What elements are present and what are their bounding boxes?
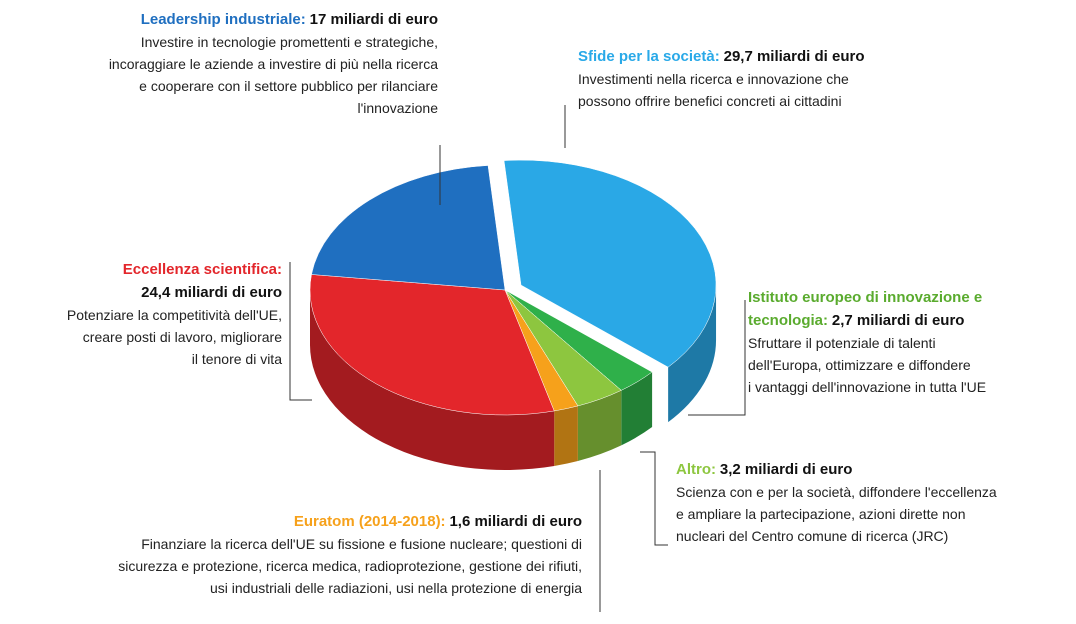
category-name: Altro: bbox=[676, 461, 716, 478]
value-label: 29,7 miliardi di euro bbox=[723, 48, 865, 65]
label-heading: Eccellenza scientifica: 24,4 miliardi di … bbox=[0, 258, 282, 304]
description-line: dell'Europa, ottimizzare e diffondere bbox=[748, 357, 971, 373]
label-heading: Sfide per la società: 29,7 miliardi di e… bbox=[578, 45, 998, 68]
category-name: Eccellenza scientifica: bbox=[122, 261, 282, 278]
slice-label: Altro: 3,2 miliardi di euro Scienza con e… bbox=[676, 458, 1076, 547]
slice-side bbox=[310, 290, 555, 470]
slice-label: Euratom (2014-2018): 1,6 miliardi di eur… bbox=[10, 510, 582, 599]
description-line: creare posti di lavoro, migliorare bbox=[82, 329, 282, 345]
slice-side bbox=[577, 390, 622, 461]
leader-lines bbox=[289, 105, 746, 612]
description-line: Investimenti nella ricerca e innovazione… bbox=[578, 71, 849, 87]
label-heading: Altro: 3,2 miliardi di euro bbox=[676, 458, 1076, 481]
category-name: Sfide per la società: bbox=[578, 48, 720, 65]
slice bbox=[309, 274, 555, 416]
value-label: 24,4 miliardi di euro bbox=[141, 284, 282, 301]
description-line: incoraggiare le aziende a investire di p… bbox=[108, 56, 438, 72]
value-label: 2,7 miliardi di euro bbox=[831, 312, 965, 329]
leader-line bbox=[688, 300, 746, 416]
description-line: l'innovazione bbox=[357, 100, 438, 116]
description-line: nucleari del Centro comune di ricerca (J… bbox=[676, 528, 949, 544]
description-line: possono offrire benefici concreti ai cit… bbox=[578, 93, 842, 109]
leader-line bbox=[640, 451, 668, 546]
value-label: 1,6 miliardi di euro bbox=[449, 513, 582, 530]
slice-side bbox=[554, 405, 578, 466]
label-heading: Leadership industriale: 17 miliardi di e… bbox=[0, 8, 438, 31]
slice-side bbox=[668, 285, 717, 423]
slice-label: Leadership industriale: 17 miliardi di e… bbox=[0, 8, 438, 119]
description-line: Potenziare la competitività dell'UE, bbox=[66, 307, 282, 323]
label-heading: Istituto europeo di innovazione e tecnol… bbox=[748, 286, 1033, 332]
description-line: il tenore di vita bbox=[191, 351, 282, 367]
category-name: Leadership industriale: bbox=[140, 11, 306, 28]
slice-label: Istituto europeo di innovazione e tecnol… bbox=[748, 286, 1033, 398]
slice-label: Sfide per la società: 29,7 miliardi di e… bbox=[578, 45, 998, 112]
label-heading: Euratom (2014-2018): 1,6 miliardi di eur… bbox=[10, 510, 582, 533]
description-line: Investire in tecnologie promettenti e st… bbox=[140, 34, 438, 50]
leader-line bbox=[289, 262, 312, 401]
description-line: i vantaggi dell'innovazione in tutta l'U… bbox=[748, 379, 987, 395]
slice bbox=[311, 165, 506, 291]
slice bbox=[503, 159, 717, 368]
description-line: sicurezza e protezione, ricerca medica, … bbox=[118, 558, 582, 574]
description-line: usi industriali delle radiazioni, usi ne… bbox=[210, 580, 582, 596]
category-name: Euratom (2014-2018): bbox=[293, 513, 446, 530]
description-line: Sfruttare il potenziale di talenti bbox=[748, 335, 936, 351]
slice-side bbox=[621, 372, 653, 446]
description-line: e cooperare con il settore pubblico per … bbox=[139, 78, 438, 94]
description-line: Finanziare la ricerca dell'UE su fission… bbox=[141, 536, 582, 552]
description-line: e ampliare la partecipazione, azioni dir… bbox=[676, 506, 966, 522]
slice-label: Eccellenza scientifica: 24,4 miliardi di … bbox=[0, 258, 282, 370]
value-label: 17 miliardi di euro bbox=[309, 11, 438, 28]
pie bbox=[309, 159, 717, 470]
category-name: Istituto europeo di innovazione e tecnol… bbox=[748, 289, 983, 329]
description-line: Scienza con e per la società, diffondere… bbox=[676, 484, 997, 500]
value-label: 3,2 miliardi di euro bbox=[719, 461, 853, 478]
